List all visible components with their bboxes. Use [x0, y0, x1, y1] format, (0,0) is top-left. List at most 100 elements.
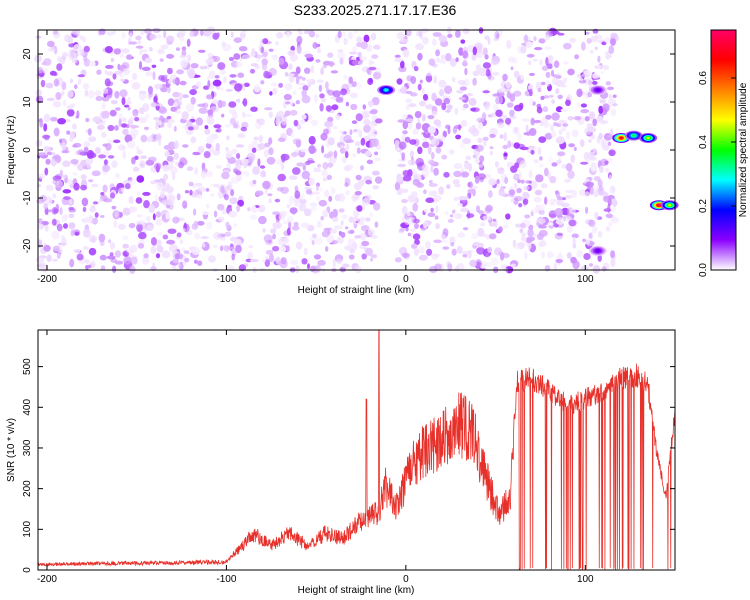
- heatmap-blob: [351, 120, 358, 124]
- heatmap-blob: [427, 212, 436, 217]
- heatmap-blob: [210, 183, 218, 187]
- heatmap-blob: [221, 113, 225, 118]
- heatmap-blob: [376, 44, 380, 50]
- heatmap-blob: [520, 74, 524, 81]
- heatmap-blob: [475, 156, 479, 165]
- heatmap-blob: [500, 87, 505, 92]
- heatmap-blob: [369, 78, 373, 83]
- heatmap-blob: [447, 33, 453, 39]
- heatmap-blob: [585, 31, 590, 35]
- heatmap-blob: [206, 117, 215, 125]
- heatmap-blob: [421, 87, 425, 94]
- heatmap-blob: [290, 131, 295, 139]
- heatmap-blob: [172, 264, 177, 271]
- heatmap-blob: [608, 45, 615, 54]
- heatmap-blob: [285, 101, 291, 105]
- heatmap-blob: [427, 146, 432, 155]
- heatmap-blob: [218, 216, 225, 222]
- heatmap-blob: [122, 150, 126, 160]
- y-tick-label: -10: [22, 190, 33, 205]
- heatmap-blob: [45, 158, 51, 165]
- heatmap-blob: [508, 189, 516, 196]
- heatmap-blob: [594, 34, 603, 40]
- heatmap-blob: [283, 93, 292, 101]
- heatmap-blob: [268, 198, 273, 204]
- heatmap-blob: [588, 232, 593, 239]
- heatmap-blob: [327, 162, 334, 168]
- heatmap-blob: [431, 110, 438, 116]
- heatmap-blob: [345, 190, 350, 195]
- heatmap-blob: [151, 64, 157, 69]
- heatmap-blob: [45, 82, 54, 89]
- heatmap-blob: [538, 209, 545, 215]
- heatmap-blob: [156, 232, 164, 236]
- heatmap-blob: [286, 227, 291, 236]
- heatmap-blob: [522, 191, 530, 201]
- heatmap-blob: [454, 213, 463, 220]
- heatmap-blob: [555, 136, 565, 145]
- heatmap-blob: [482, 136, 489, 141]
- heatmap-blob: [561, 197, 567, 201]
- heatmap-blob: [127, 96, 131, 105]
- heatmap-blob: [61, 142, 66, 151]
- heatmap-blob: [543, 122, 551, 128]
- heatmap-blob: [257, 204, 266, 213]
- heatmap-blob: [455, 29, 461, 38]
- heatmap-blob: [531, 209, 540, 213]
- heatmap-blob: [200, 29, 204, 37]
- heatmap-blob: [359, 233, 367, 241]
- heatmap-blob: [587, 151, 595, 159]
- heatmap-blob: [417, 52, 423, 61]
- heatmap-blob: [415, 157, 424, 167]
- heatmap-blob: [136, 149, 143, 155]
- heatmap-blob: [515, 223, 522, 228]
- heatmap-blob: [534, 189, 543, 196]
- y-tick-label: -20: [22, 238, 33, 253]
- heatmap-blob: [155, 121, 159, 131]
- heatmap-blob: [544, 46, 552, 50]
- heatmap-blob: [111, 160, 118, 169]
- heatmap-blob: [368, 66, 377, 71]
- heatmap-blob: [233, 223, 237, 228]
- heatmap-blob: [374, 151, 379, 156]
- heatmap-blob: [170, 106, 178, 112]
- heatmap-blob: [56, 63, 63, 71]
- heatmap-blob: [579, 76, 583, 82]
- heatmap-blob: [189, 189, 193, 196]
- heatmap-blob: [81, 197, 89, 207]
- heatmap-blob: [165, 186, 174, 194]
- heatmap-blob: [205, 203, 210, 209]
- heatmap-blob: [583, 78, 592, 85]
- heatmap-blob: [506, 102, 514, 108]
- colorbar-tick-label: 0.0: [698, 263, 709, 277]
- heatmap-blob: [84, 89, 89, 97]
- heatmap-blob: [530, 149, 535, 155]
- heatmap-blob: [206, 136, 215, 145]
- heatmap-blob: [127, 140, 136, 149]
- heatmap-blob: [509, 109, 515, 117]
- heatmap-blob: [572, 238, 576, 247]
- heatmap-blob: [184, 190, 190, 194]
- heatmap-blob: [498, 191, 507, 196]
- heatmap-blob: [430, 165, 434, 173]
- heatmap-blob: [143, 253, 149, 259]
- heatmap-blob: [331, 240, 338, 245]
- heatmap-blob: [550, 124, 554, 132]
- heatmap-blob: [166, 53, 175, 59]
- heatmap-blob: [449, 214, 454, 218]
- heatmap-blob: [268, 67, 277, 76]
- heatmap-blob: [303, 186, 308, 191]
- snr-series-line: [37, 329, 676, 570]
- heatmap-blob: [266, 156, 276, 165]
- heatmap-blob: [102, 143, 108, 147]
- heatmap-blob: [337, 236, 344, 244]
- snr-x-ticks: -200 -100 0 100: [37, 330, 594, 585]
- heatmap-blob: [492, 104, 499, 112]
- heatmap-blob: [176, 193, 181, 201]
- heatmap-blob: [203, 85, 210, 90]
- heatmap-blob: [76, 253, 84, 261]
- heatmap-blob: [338, 208, 345, 213]
- heatmap-blob: [43, 123, 48, 132]
- heatmap-blob: [399, 228, 405, 232]
- heatmap-blob: [219, 68, 226, 75]
